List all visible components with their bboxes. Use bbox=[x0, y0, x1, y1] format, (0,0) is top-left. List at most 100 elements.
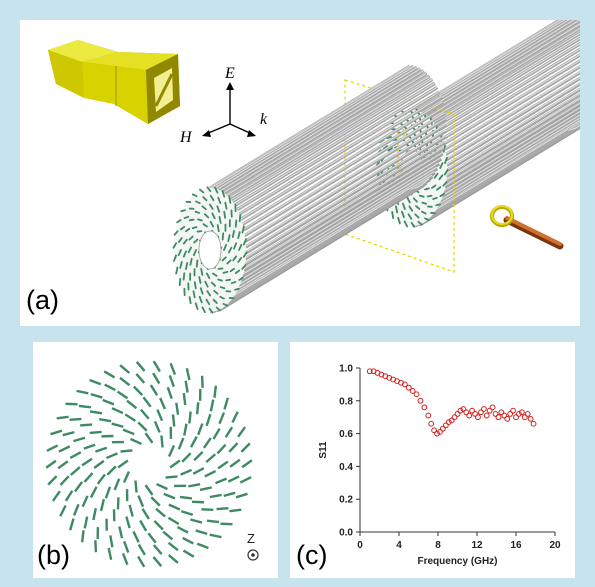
rod-cross-section bbox=[182, 549, 195, 558]
rod-end bbox=[179, 261, 183, 269]
rod-end bbox=[382, 145, 388, 150]
rod bbox=[444, 70, 580, 156]
rod-cross-section bbox=[201, 508, 214, 512]
rod bbox=[442, 59, 580, 146]
rod-highlight bbox=[243, 107, 444, 230]
rod-cross-section bbox=[104, 486, 112, 499]
rod-cross-section bbox=[209, 533, 222, 539]
rod-highlight bbox=[437, 117, 580, 206]
rod-highlight bbox=[435, 37, 580, 127]
s11-point bbox=[448, 417, 455, 424]
s11-point bbox=[524, 411, 531, 417]
s11-point bbox=[501, 412, 508, 419]
rod-end bbox=[188, 296, 192, 305]
rod-end bbox=[173, 254, 177, 262]
s11-point bbox=[527, 415, 534, 422]
rod-cross-section bbox=[152, 544, 163, 555]
rod-cross-section bbox=[103, 370, 116, 379]
rod-highlight bbox=[244, 118, 446, 242]
rod bbox=[244, 118, 446, 243]
rod-end bbox=[241, 264, 247, 270]
h-field-label: H bbox=[179, 129, 193, 146]
rod-end bbox=[408, 205, 414, 212]
x-tick-label: 0 bbox=[357, 540, 363, 551]
rod-cross-section bbox=[120, 449, 133, 453]
rod-end bbox=[187, 246, 192, 254]
rod-end bbox=[407, 213, 413, 220]
k-vector-label: k bbox=[260, 111, 268, 128]
rod-highlight bbox=[238, 162, 439, 286]
rod bbox=[445, 81, 580, 167]
rod-highlight bbox=[240, 157, 441, 281]
rod-cross-section bbox=[144, 484, 154, 496]
rod-cross-section bbox=[128, 504, 134, 517]
rod-cross-section bbox=[171, 414, 176, 427]
rod-highlight bbox=[236, 166, 437, 290]
rod-cross-section bbox=[70, 466, 81, 476]
rod-cross-section bbox=[89, 410, 103, 415]
rod-cross-section bbox=[160, 435, 164, 448]
rod bbox=[212, 66, 415, 191]
rod-end bbox=[234, 219, 238, 228]
rod-cross-section bbox=[199, 486, 213, 492]
s11-point bbox=[442, 422, 449, 429]
s11-point bbox=[437, 429, 443, 435]
rod-cross-section bbox=[78, 404, 92, 409]
dashed-plane bbox=[344, 79, 455, 273]
rod-cross-section bbox=[224, 426, 234, 438]
rod-end bbox=[234, 287, 240, 291]
rod-end bbox=[414, 213, 420, 219]
s11-point bbox=[492, 411, 499, 417]
rod-end bbox=[226, 259, 232, 265]
rod-end bbox=[191, 226, 198, 230]
rod bbox=[233, 170, 436, 296]
rod-end bbox=[217, 196, 222, 205]
y-tick-label: 0.0 bbox=[339, 528, 353, 539]
rod-cross-section bbox=[92, 508, 97, 521]
rod-cross-section bbox=[121, 553, 129, 566]
s11-point bbox=[498, 409, 505, 416]
rod-cross-section bbox=[137, 495, 145, 508]
rod-cross-section bbox=[223, 397, 230, 410]
s11-point bbox=[521, 414, 528, 421]
rod-cross-section bbox=[212, 428, 221, 440]
rod-cross-section bbox=[183, 423, 188, 436]
rod-cross-section bbox=[95, 446, 108, 453]
rod-end bbox=[201, 306, 206, 314]
rod-end bbox=[204, 280, 209, 288]
rod bbox=[222, 70, 424, 195]
rod-cross-section bbox=[51, 490, 61, 502]
rod-end bbox=[202, 196, 208, 202]
rod bbox=[439, 47, 580, 137]
s11-point bbox=[489, 404, 496, 411]
s11-point bbox=[366, 368, 373, 375]
rod-end bbox=[193, 238, 199, 244]
rod-end bbox=[228, 246, 233, 254]
rod-end bbox=[182, 272, 186, 281]
rod-cross-section bbox=[156, 482, 168, 491]
rod-end bbox=[210, 281, 217, 287]
rod-cross-section bbox=[116, 390, 129, 400]
rod-cross-section bbox=[99, 498, 106, 512]
rod-cross-section bbox=[137, 421, 148, 432]
rod-cross-section bbox=[167, 445, 176, 457]
rod bbox=[244, 135, 446, 260]
rod-end bbox=[208, 307, 214, 314]
rod bbox=[437, 42, 580, 133]
rod-end bbox=[172, 242, 178, 249]
rod-end bbox=[444, 156, 448, 164]
rod-cross-section bbox=[152, 556, 163, 567]
x-tick-label: 12 bbox=[471, 540, 483, 551]
rod-cross-section bbox=[167, 516, 180, 526]
rod-cross-section bbox=[188, 483, 201, 488]
rod bbox=[242, 106, 445, 232]
rod-cross-section bbox=[122, 540, 130, 553]
rod-cross-section bbox=[162, 530, 174, 541]
rod-cross-section bbox=[137, 543, 146, 556]
rod-cross-section bbox=[218, 412, 226, 425]
s11-point bbox=[478, 409, 484, 416]
rod-highlight bbox=[219, 68, 421, 192]
rod-cross-section bbox=[68, 518, 75, 531]
rod-end bbox=[412, 197, 418, 203]
rod-highlight bbox=[244, 141, 445, 265]
